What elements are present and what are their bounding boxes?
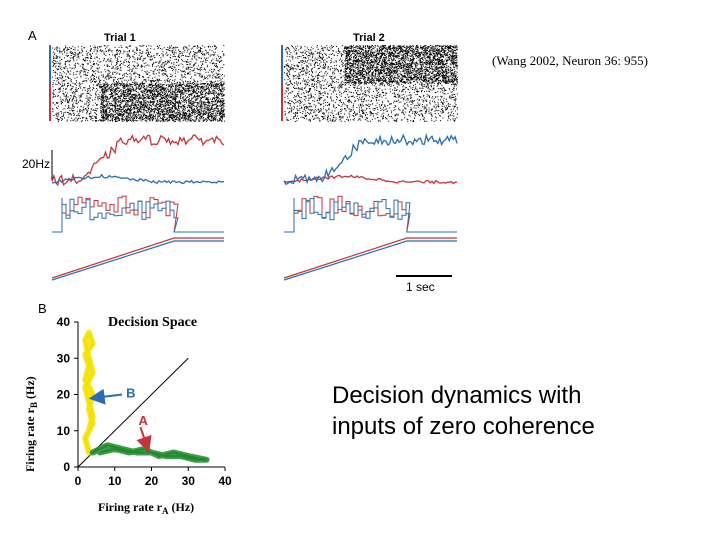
spike-raster-2 — [284, 45, 458, 122]
ramp-blue-2 — [283, 240, 457, 281]
x-tick-label-0: 0 — [75, 474, 82, 488]
ramp-red-1 — [51, 237, 224, 279]
caption: Decision dynamics with inputs of zero co… — [332, 380, 595, 442]
rate-trace-blue-2 — [283, 133, 458, 186]
trial-1 — [49, 45, 225, 281]
caption-line-1: Decision dynamics with — [332, 382, 582, 409]
y-tick-label-4: 40 — [57, 315, 71, 329]
rate-trace-blue-1 — [51, 173, 225, 185]
y-tick-label-3: 30 — [57, 351, 71, 365]
y-tick-label-1: 10 — [57, 424, 71, 438]
caption-line-2: inputs of zero coherence — [332, 413, 595, 440]
panel-b-label: B — [38, 301, 47, 316]
arrow-label-A: A — [138, 413, 148, 428]
trial-2 — [281, 45, 458, 281]
rate-trace-red-1 — [51, 134, 225, 187]
x-tick-label-1: 10 — [108, 474, 122, 488]
chart-title: Decision Space — [108, 315, 197, 330]
x-tick-label-4: 40 — [218, 474, 232, 488]
stimulus-blue-2 — [284, 198, 457, 233]
panel-a-label: A — [28, 28, 37, 43]
trajectory-core-yellow — [84, 331, 94, 453]
stimulus-red-2 — [284, 195, 457, 233]
arrow-A — [136, 426, 152, 453]
stimulus-blue-1 — [52, 198, 224, 233]
trial-2-title: Trial 2 — [353, 32, 385, 44]
x-tick-label-2: 20 — [145, 474, 159, 488]
panel-b: B Decision Space Firing rate rA (Hz) Fir… — [23, 301, 232, 516]
spike-raster-1 — [52, 45, 225, 122]
time-scale-label: 1 sec — [406, 280, 435, 294]
y-axis-label: Firing rate rB (Hz) — [23, 376, 39, 472]
trial-1-title: Trial 1 — [104, 32, 136, 44]
citation: (Wang 2002, Neuron 36: 955) — [492, 53, 649, 68]
x-tick-label-3: 30 — [182, 474, 196, 488]
arrow-label-B: B — [126, 386, 135, 401]
rate-scale-label: 20Hz — [22, 157, 50, 171]
arrow-B — [88, 388, 123, 405]
panel-a: A 20Hz Trial 1 Trial 2 1 sec — [22, 28, 458, 294]
ramp-blue-1 — [51, 240, 224, 281]
x-axis-label: Firing rate rA (Hz) — [98, 500, 194, 516]
y-tick-label-2: 20 — [57, 388, 71, 402]
ramp-red-2 — [283, 237, 457, 279]
stimulus-red-1 — [52, 195, 224, 233]
y-tick-label-0: 0 — [63, 460, 70, 474]
